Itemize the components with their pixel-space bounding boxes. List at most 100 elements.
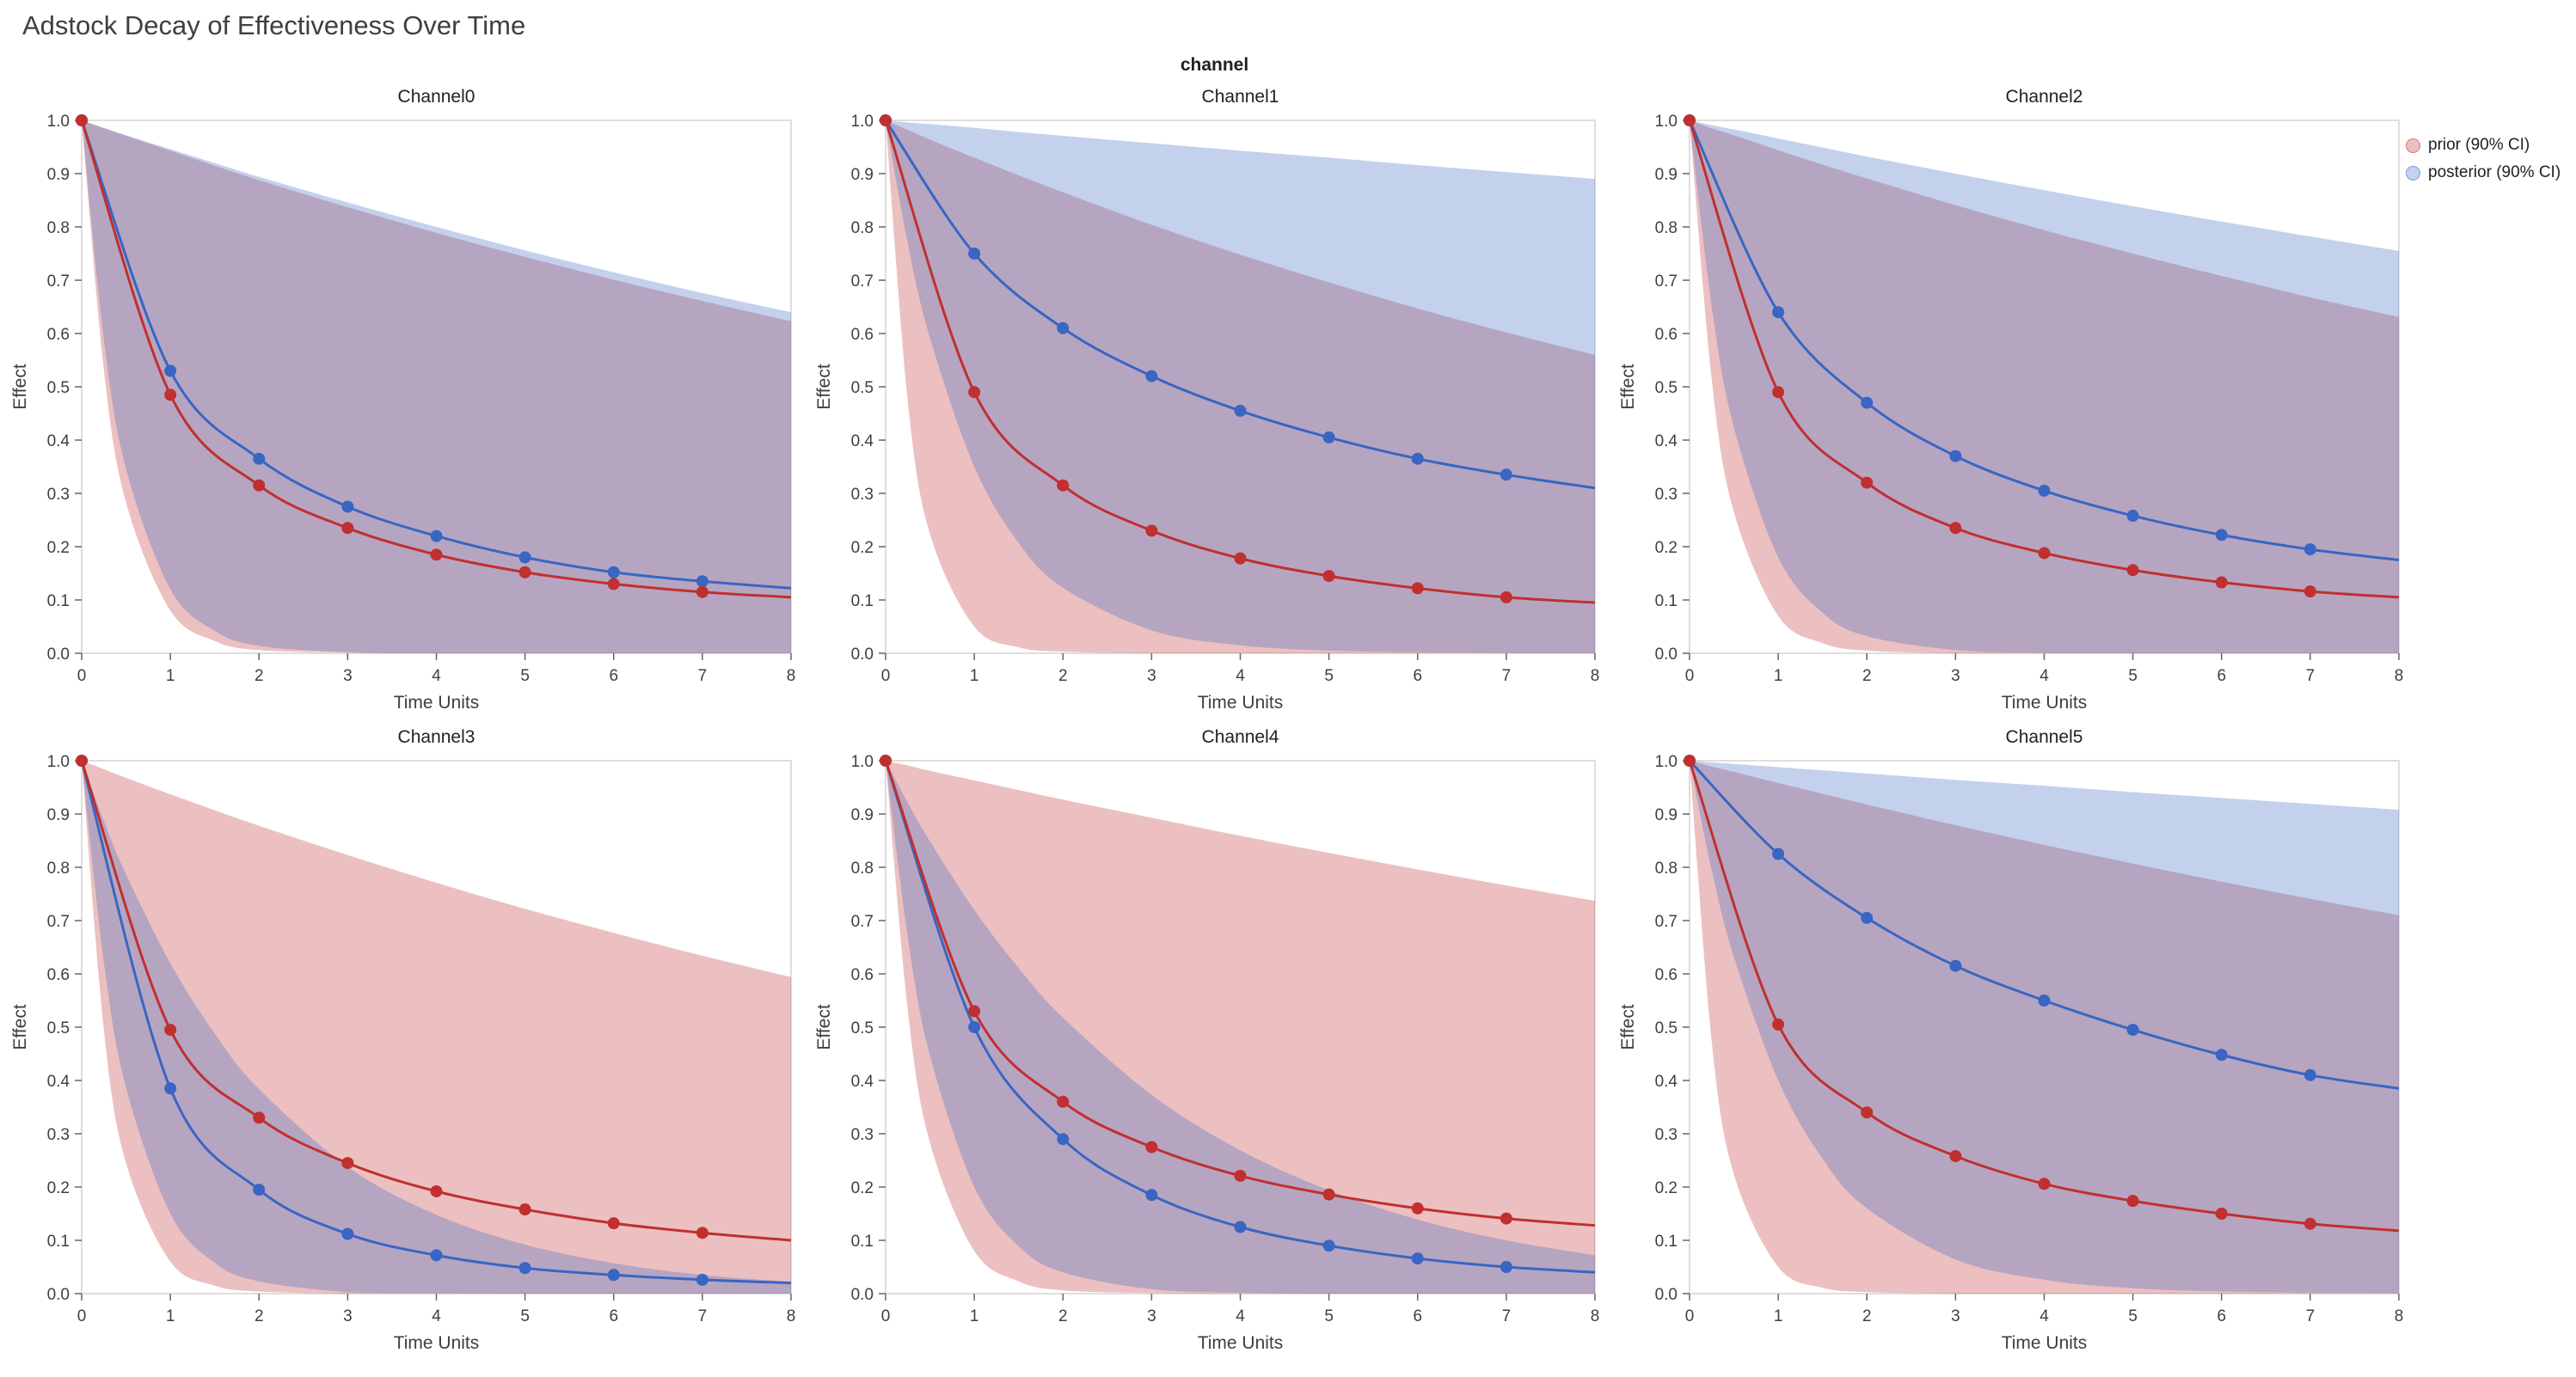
prior-marker bbox=[1861, 476, 1874, 489]
x-tick-label: 0 bbox=[77, 1307, 87, 1325]
prior-marker bbox=[2038, 547, 2051, 560]
prior-marker bbox=[1145, 1141, 1158, 1154]
posterior-marker bbox=[1145, 370, 1158, 382]
posterior-marker bbox=[341, 1227, 354, 1240]
x-tick-label: 5 bbox=[520, 667, 530, 685]
prior-ci-band bbox=[82, 761, 791, 1294]
y-tick-label: 0.0 bbox=[47, 1286, 70, 1304]
posterior-marker bbox=[518, 1262, 531, 1275]
prior-marker bbox=[1322, 1188, 1335, 1201]
y-tick-label: 0.2 bbox=[1655, 539, 1677, 557]
y-tick-label: 0.3 bbox=[47, 486, 70, 504]
posterior-marker bbox=[1057, 1133, 1070, 1146]
x-tick-label: 4 bbox=[432, 1307, 441, 1325]
y-tick-label: 0.2 bbox=[47, 1179, 70, 1197]
x-tick-label: 2 bbox=[255, 667, 264, 685]
y-tick-label: 0.5 bbox=[851, 1019, 874, 1037]
x-axis-label: Time Units bbox=[394, 1333, 480, 1353]
posterior-marker bbox=[607, 566, 620, 578]
posterior-marker bbox=[430, 529, 443, 542]
ci-bands bbox=[886, 761, 1595, 1294]
panel-title: Channel4 bbox=[1202, 727, 1279, 747]
y-tick-label: 0.1 bbox=[851, 1233, 874, 1251]
x-tick-label: 8 bbox=[2395, 667, 2404, 685]
y-axis-ticks: 0.0 0.1 0.2 0.3 0.4 0.5 0.6 0.7 0.8 0.9 1.0 bbox=[1655, 753, 1690, 1304]
prior-marker bbox=[1861, 1106, 1874, 1119]
y-tick-label: 0.7 bbox=[851, 913, 874, 931]
subplot-channel5: Channel5 0 1 2 3 4 5 6 7 8 0.0 0.1 0.2 0.3 0.4 0.5 0.6 0.… bbox=[1616, 722, 2420, 1362]
prior-marker bbox=[1234, 552, 1247, 565]
posterior-marker bbox=[2038, 994, 2051, 1007]
x-tick-label: 0 bbox=[1685, 667, 1695, 685]
y-tick-label: 0.3 bbox=[47, 1126, 70, 1144]
y-tick-label: 0.0 bbox=[851, 646, 874, 664]
x-tick-label: 5 bbox=[1324, 667, 1334, 685]
prior-marker bbox=[1234, 1169, 1247, 1182]
x-tick-label: 2 bbox=[1058, 667, 1068, 685]
markers bbox=[1684, 114, 2316, 598]
y-tick-label: 0.4 bbox=[851, 432, 874, 450]
posterior-marker bbox=[1772, 306, 1785, 319]
prior-marker bbox=[164, 1024, 177, 1037]
prior-mean-line bbox=[80, 760, 792, 1242]
posterior-marker bbox=[253, 1184, 266, 1196]
y-tick-label: 0.9 bbox=[47, 806, 70, 824]
x-tick-label: 2 bbox=[1862, 1307, 1872, 1325]
y-tick-label: 0.6 bbox=[851, 326, 874, 344]
y-tick-label: 0.7 bbox=[47, 272, 70, 291]
prior-marker bbox=[1949, 522, 1962, 535]
prior-marker bbox=[1500, 591, 1512, 603]
x-tick-label: 3 bbox=[1951, 1307, 1960, 1325]
y-tick-label: 0.3 bbox=[851, 486, 874, 504]
prior-marker bbox=[2126, 564, 2139, 577]
x-axis-ticks: 0 1 2 3 4 5 6 7 8 bbox=[1685, 1294, 2404, 1325]
ci-bands bbox=[82, 761, 791, 1294]
prior-marker bbox=[430, 1184, 443, 1197]
prior-marker bbox=[76, 114, 88, 126]
y-axis-ticks: 0.0 0.1 0.2 0.3 0.4 0.5 0.6 0.7 0.8 0.9 1.0 bbox=[47, 113, 82, 664]
panel-title: Channel5 bbox=[2006, 727, 2083, 747]
x-axis-ticks: 0 1 2 3 4 5 6 7 8 bbox=[881, 653, 1599, 685]
x-tick-label: 1 bbox=[970, 1307, 979, 1325]
y-tick-label: 0.8 bbox=[851, 860, 874, 878]
x-tick-label: 7 bbox=[698, 1307, 708, 1325]
y-tick-label: 0.1 bbox=[851, 592, 874, 610]
y-tick-label: 0.9 bbox=[1655, 166, 1677, 184]
posterior-marker bbox=[1500, 468, 1512, 481]
prior-marker bbox=[1684, 114, 1696, 126]
subplot-channel2: Channel2 0 1 2 3 4 5 6 7 8 0.0 0.1 0.2 0.3 0.4 0.5 0.6 0.… bbox=[1616, 82, 2420, 722]
x-tick-label: 1 bbox=[1774, 1307, 1783, 1325]
prior-marker bbox=[1411, 1202, 1424, 1215]
y-tick-label: 0.6 bbox=[1655, 326, 1677, 344]
posterior-marker bbox=[341, 500, 354, 513]
prior-ci-band bbox=[82, 120, 791, 653]
y-tick-label: 0.7 bbox=[47, 913, 70, 931]
prior-swatch-icon bbox=[2406, 138, 2420, 153]
x-axis-ticks: 0 1 2 3 4 5 6 7 8 bbox=[1685, 653, 2404, 685]
y-tick-label: 0.8 bbox=[851, 219, 874, 237]
x-tick-label: 3 bbox=[343, 667, 353, 685]
y-tick-label: 0.4 bbox=[1655, 432, 1678, 450]
y-axis-ticks: 0.0 0.1 0.2 0.3 0.4 0.5 0.6 0.7 0.8 0.9 1.0 bbox=[851, 113, 886, 664]
markers bbox=[880, 755, 1512, 1273]
legend-label-posterior: posterior (90% CI) bbox=[2428, 163, 2561, 181]
y-tick-label: 0.2 bbox=[851, 1179, 874, 1197]
y-tick-label: 0.2 bbox=[851, 539, 874, 557]
panel-title: Channel0 bbox=[398, 87, 475, 107]
posterior-mean-line bbox=[80, 760, 792, 1285]
y-tick-label: 0.8 bbox=[1655, 860, 1677, 878]
x-tick-label: 8 bbox=[2395, 1307, 2404, 1325]
posterior-marker bbox=[2303, 1068, 2316, 1081]
posterior-marker bbox=[2215, 529, 2228, 542]
prior-marker bbox=[1684, 755, 1696, 767]
y-tick-label: 0.5 bbox=[47, 1019, 70, 1037]
posterior-marker bbox=[1949, 450, 1962, 462]
prior-mean-line bbox=[884, 119, 1596, 604]
x-tick-label: 0 bbox=[77, 667, 87, 685]
legend-label-prior: prior (90% CI) bbox=[2428, 136, 2530, 154]
markers bbox=[1684, 755, 2316, 1230]
prior-marker bbox=[1949, 1150, 1962, 1163]
x-tick-label: 6 bbox=[2217, 667, 2226, 685]
